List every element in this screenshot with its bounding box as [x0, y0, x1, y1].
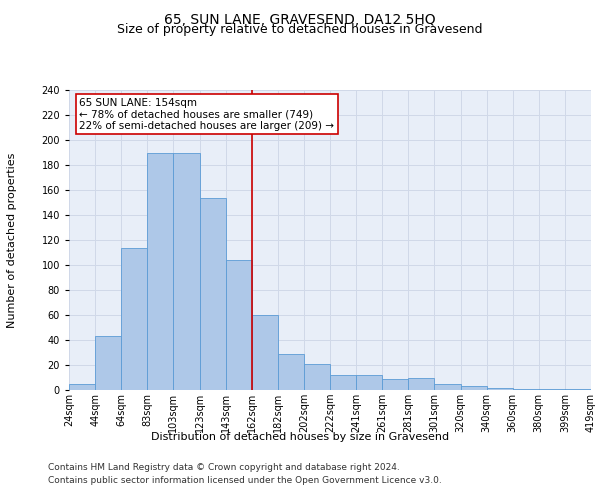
Text: Distribution of detached houses by size in Gravesend: Distribution of detached houses by size …: [151, 432, 449, 442]
Bar: [487, 388, 513, 390]
Bar: [173, 152, 199, 390]
Bar: [409, 378, 434, 390]
Bar: [382, 379, 409, 390]
Bar: [304, 364, 330, 390]
Bar: [356, 375, 382, 390]
Bar: [434, 384, 461, 390]
Bar: [69, 384, 95, 390]
Bar: [330, 375, 356, 390]
Text: Size of property relative to detached houses in Gravesend: Size of property relative to detached ho…: [117, 22, 483, 36]
Text: Number of detached properties: Number of detached properties: [7, 152, 17, 328]
Bar: [95, 336, 121, 390]
Bar: [226, 260, 252, 390]
Bar: [148, 152, 173, 390]
Bar: [252, 315, 278, 390]
Bar: [565, 389, 591, 390]
Bar: [539, 389, 565, 390]
Text: 65, SUN LANE, GRAVESEND, DA12 5HQ: 65, SUN LANE, GRAVESEND, DA12 5HQ: [164, 12, 436, 26]
Text: 65 SUN LANE: 154sqm
← 78% of detached houses are smaller (749)
22% of semi-detac: 65 SUN LANE: 154sqm ← 78% of detached ho…: [79, 98, 334, 130]
Text: Contains HM Land Registry data © Crown copyright and database right 2024.: Contains HM Land Registry data © Crown c…: [48, 464, 400, 472]
Bar: [278, 354, 304, 390]
Bar: [513, 389, 539, 390]
Bar: [121, 248, 148, 390]
Text: Contains public sector information licensed under the Open Government Licence v3: Contains public sector information licen…: [48, 476, 442, 485]
Bar: [199, 198, 226, 390]
Bar: [461, 386, 487, 390]
